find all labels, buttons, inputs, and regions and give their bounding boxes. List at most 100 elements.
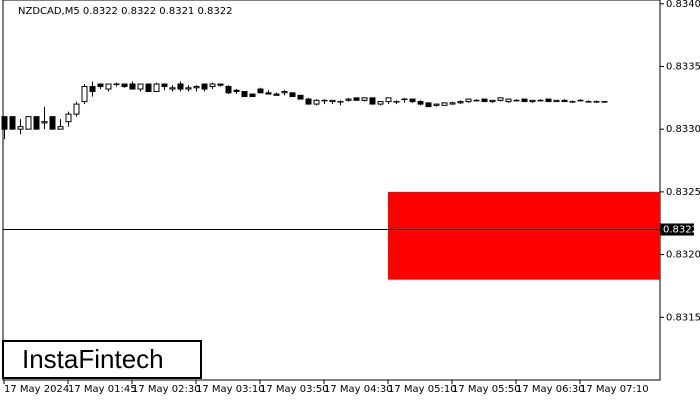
candle-body (1, 116, 8, 130)
candle-body (33, 116, 40, 130)
header-value: 0.8322 (197, 6, 232, 17)
candle-body (137, 83, 144, 90)
header-values: 0.8322 0.8322 0.8321 0.8322 (83, 6, 233, 17)
plot-frame (2, 0, 661, 381)
pattern-box (388, 191, 660, 280)
candle-body (393, 101, 400, 103)
y-tick-label: 0.8340 (666, 0, 700, 10)
watermark-box (2, 340, 202, 379)
candle-body (145, 83, 152, 93)
candle-body (129, 83, 136, 90)
candle-body (585, 101, 592, 103)
symbol: NZDCAD,M5 (18, 6, 80, 17)
candle-body (57, 126, 64, 130)
candle-body (161, 83, 168, 88)
candle-body (193, 86, 200, 89)
candle-body (9, 116, 16, 130)
candle-body (369, 97, 376, 105)
y-tick-label: 0.8335 (666, 61, 700, 72)
candle-body (377, 101, 384, 105)
candle-body (121, 83, 128, 88)
candle-body (217, 83, 224, 86)
header-value: 0.8321 (159, 6, 194, 17)
x-tick-label: 17 May 02:30 (132, 384, 201, 395)
candle-body (473, 99, 480, 102)
candle-body (17, 126, 24, 130)
candle-body (489, 99, 496, 103)
candle-body (241, 91, 248, 98)
candle-body (569, 101, 576, 103)
candle-body (233, 89, 240, 93)
candle-body (537, 99, 544, 102)
y-tick-label: 0.8320 (666, 250, 700, 261)
candle-body (465, 98, 472, 103)
x-tick-label: 17 May 03:10 (196, 384, 265, 395)
x-tick-label: 17 May 07:10 (580, 384, 649, 395)
candle-body (505, 98, 512, 103)
candle-body (177, 83, 184, 90)
candle-body (201, 83, 208, 90)
candle-body (497, 97, 504, 101)
x-tick-label: 17 May 06:30 (516, 384, 585, 395)
candle-body (73, 103, 80, 115)
candle-body (513, 99, 520, 102)
candle-body (209, 83, 216, 88)
y-tick-label: 0.8325 (666, 187, 700, 198)
candle-body (601, 101, 608, 103)
x-tick-label: 17 May 04:30 (324, 384, 393, 395)
candle-body (105, 83, 112, 90)
header-value: 0.8322 (83, 6, 118, 17)
candle-body (409, 98, 416, 103)
x-tick-label: 17 May 05:50 (452, 384, 521, 395)
last-price-label: 0.8322 (663, 225, 698, 236)
candle-body (577, 99, 584, 102)
candle-body (153, 83, 160, 93)
candle-body (113, 83, 120, 86)
candle-body (313, 99, 320, 105)
candle-body (169, 87, 176, 90)
candle-body (529, 99, 536, 103)
candle-body (41, 121, 48, 124)
candle-body (273, 93, 280, 96)
candle-body (81, 86, 88, 103)
candle-body (481, 98, 488, 103)
candle-body (545, 98, 552, 103)
candle-body (321, 99, 328, 102)
last-price-tag (660, 223, 694, 236)
candle-body (457, 101, 464, 104)
candle-body (553, 99, 560, 103)
candle-body (561, 99, 568, 103)
candle-body (49, 116, 56, 130)
candle-body (433, 103, 440, 106)
watermark: InstaFintech (22, 344, 164, 374)
candle-body (361, 97, 368, 101)
candle-body (97, 83, 104, 88)
candle-body (25, 116, 32, 130)
candle-body (521, 98, 528, 103)
x-tick-label: 17 May 01:45 (68, 384, 137, 395)
candle-body (417, 101, 424, 105)
candle-body (441, 102, 448, 106)
candle-body (281, 91, 288, 94)
chart-header: NZDCAD,M5 0.8322 0.8322 0.8321 0.8322 (18, 6, 232, 17)
y-tick-label: 0.8330 (666, 124, 700, 135)
candle-body (249, 93, 256, 98)
candle-body (425, 102, 432, 108)
x-tick-label: 17 May 05:10 (388, 384, 457, 395)
candle-body (297, 94, 304, 100)
candle-body (89, 86, 96, 93)
candle-body (337, 101, 344, 103)
candle-body (305, 98, 312, 105)
candle-body (385, 97, 392, 103)
candle-body (185, 87, 192, 90)
y-tick-label: 0.8315 (666, 312, 700, 323)
x-tick-label: 17 May 03:50 (260, 384, 329, 395)
candle-body (289, 92, 296, 98)
candle-body (449, 102, 456, 105)
candle-body (257, 88, 264, 94)
candle-body (65, 113, 72, 123)
x-tick-label: 17 May 2024 (4, 384, 69, 395)
header-value: 0.8322 (121, 6, 156, 17)
candle-body (329, 99, 336, 103)
